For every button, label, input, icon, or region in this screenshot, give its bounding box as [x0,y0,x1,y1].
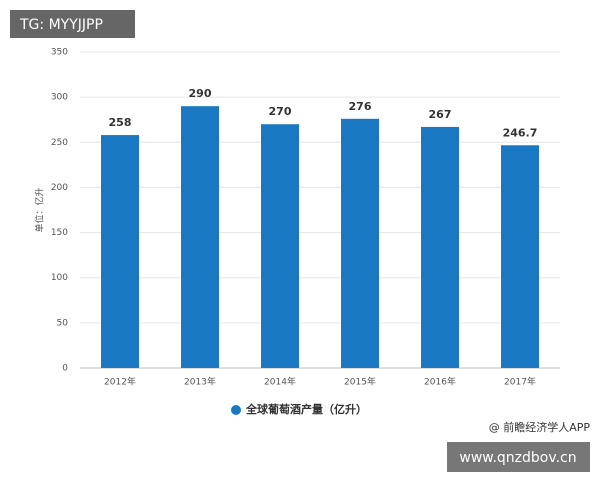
y-tick-label: 350 [51,48,68,58]
source: @ 前瞻经济学人APP [489,420,591,434]
x-tick-label: 2016年 [424,376,456,388]
value-label: 290 [189,87,212,100]
y-tick-label: 50 [57,318,69,328]
y-axis-label: 单位：亿升 [34,187,46,232]
y-tick-label: 150 [51,228,68,238]
bar [261,124,299,368]
bar [101,135,139,368]
bar [421,126,459,369]
x-tick-label: 2015年 [344,376,376,388]
x-tick-label: 2014年 [264,376,296,388]
y-tick-label: 100 [51,273,68,283]
y-tick-label: 200 [51,183,68,193]
x-tick-label: 2012年 [104,376,136,388]
value-label: 267 [429,108,452,121]
value-label: 270 [269,105,292,118]
x-tick-label: 2017年 [504,376,536,388]
bar [341,118,379,368]
url-text: www.qnzdbov.cn [459,450,576,466]
value-label: 246.7 [503,126,538,139]
bar [181,106,219,369]
value-label: 276 [349,100,372,113]
y-tick-label: 250 [51,138,68,148]
x-tick-label: 2013年 [184,376,216,388]
legend-label: 全球葡萄酒产量（亿升） [245,402,367,416]
value-label: 258 [109,116,132,129]
legend-marker [231,405,241,415]
y-tick-label: 0 [62,364,68,374]
tag-text: TG: MYYJJPP [19,17,103,33]
tag-badge [10,10,135,38]
y-tick-label: 300 [51,93,68,103]
url-badge [447,442,590,472]
bar [501,145,539,368]
